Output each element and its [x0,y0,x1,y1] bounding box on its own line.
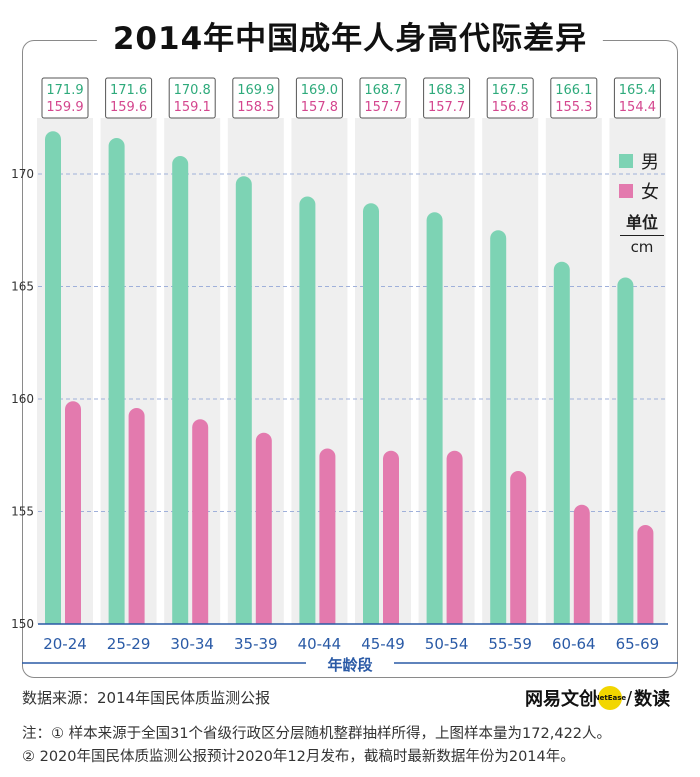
legend-swatch-female [619,184,633,198]
y-tick-label: 155 [11,505,34,519]
brand-slash: / [626,687,633,709]
legend-item-male: 男 [619,150,669,173]
bar-female [383,450,399,624]
x-tick-label: 50-54 [425,635,469,653]
value-label-male: 167.5 [492,83,529,98]
y-tick-label: 150 [11,617,34,631]
value-box [105,77,153,119]
value-label-male: 170.8 [174,83,211,98]
bar-male [490,230,507,624]
bar-male [235,176,252,624]
bar-female [637,525,654,624]
x-tick-label: 65-69 [616,635,660,653]
brand-name: 网易文创 [525,689,597,710]
brand-sub: 数读 [634,689,671,710]
brand-badge: NetEase [594,686,626,710]
bar-female [319,448,336,624]
bar-male [299,196,316,624]
value-label-male: 166.1 [555,83,592,98]
y-tick-label: 160 [11,392,34,406]
legend-label-female: 女 [641,182,659,203]
value-box [423,77,471,119]
bar-male [426,212,443,624]
value-box [41,77,89,119]
x-tick-label: 35-39 [234,635,278,653]
value-label-female: 157.7 [428,100,465,115]
x-tick-label: 55-59 [488,635,532,653]
value-label-male: 171.6 [110,83,147,98]
bar-female [573,504,590,624]
legend-item-female: 女 [619,180,669,203]
bar-female [128,408,145,624]
value-label-female: 156.8 [492,100,529,115]
value-box [613,77,661,119]
x-tick-label: 40-44 [298,635,342,653]
bar-female [446,450,463,624]
x-tick-label: 60-64 [552,635,596,653]
bar-male [45,131,61,624]
value-label-male: 165.4 [619,83,656,98]
bar-female [192,419,209,624]
x-tick-label: 45-49 [361,635,405,653]
footnote-2: ② 2020年国民体质监测公报预计2020年12月发布，截稿时最新数据年份为20… [22,749,575,765]
value-box [359,77,407,119]
value-label-female: 154.4 [619,100,656,115]
legend: 男 女 [619,150,669,210]
bar-female [65,401,81,624]
value-label-female: 159.9 [46,100,83,115]
value-label-female: 159.1 [174,100,211,115]
bar-female [510,471,527,624]
y-tick-label: 165 [11,280,34,294]
value-box [486,77,534,119]
value-label-male: 169.0 [301,83,338,98]
bar-male [363,203,379,624]
value-label-male: 168.7 [364,83,401,98]
value-label-male: 171.9 [46,83,83,98]
bar-chart: 150 155 160 165 170 171.9 159.9 171.6 159.6 170.8… [11,77,678,674]
value-label-male: 168.3 [428,83,465,98]
unit-label: 单位 cm [620,209,664,256]
value-label-female: 157.7 [364,100,401,115]
x-tick-label: 20-24 [43,635,87,653]
bar-male [108,138,125,624]
value-box [232,77,280,119]
value-box [550,77,598,119]
chart-title: 2014年中国成年人身高代际差异 [96,17,604,61]
value-label-female: 157.8 [301,100,338,115]
brand-logo: 网易文创 NetEase / 数读 [525,685,670,711]
x-tick-label: 25-29 [107,635,151,653]
value-label-female: 159.6 [110,100,147,115]
value-label-male: 169.9 [237,83,274,98]
bar-male [617,277,634,624]
value-box [168,77,216,119]
footnote-1: 注：① 样本来源于全国31个省级行政区分层随机整群抽样所得，上图样本量为172,… [22,726,612,742]
bar-male [172,156,189,624]
value-label-female: 155.3 [555,100,592,115]
value-box [295,77,343,119]
y-tick-label: 170 [11,167,34,181]
unit-value: cm [630,238,654,256]
x-tick-label: 30-34 [170,635,214,653]
legend-swatch-male [619,154,633,168]
source-note: 数据来源：2014年国民体质监测公报 [22,689,271,707]
bar-female [255,432,272,624]
unit-name: 单位 [620,209,664,236]
bar-male [553,261,570,624]
x-axis-title: 年龄段 [327,656,372,674]
value-label-female: 158.5 [237,100,274,115]
x-title-bg [306,654,394,674]
legend-label-male: 男 [641,152,659,173]
